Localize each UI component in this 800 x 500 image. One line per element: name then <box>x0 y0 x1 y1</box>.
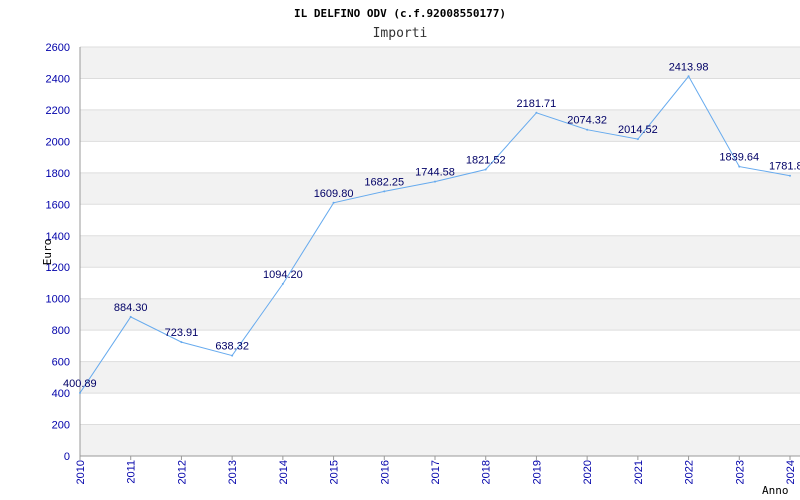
y-tick-label: 2400 <box>46 73 70 85</box>
data-label: 884.30 <box>114 302 148 314</box>
data-label: 1609.80 <box>314 188 354 200</box>
grid-band <box>80 109 800 142</box>
x-tick-label: 2015 <box>329 460 341 484</box>
data-point <box>636 138 639 141</box>
data-point <box>738 165 741 168</box>
x-axis-ticks: 2010 2011 2012 2013 2014 2015 2016 2017 2018 2019… <box>75 456 797 484</box>
data-label: 723.91 <box>165 327 199 339</box>
y-tick-label: 1400 <box>46 231 70 243</box>
data-label: 1682.25 <box>364 176 404 188</box>
data-label: 1781.8 <box>769 161 800 173</box>
chart-title: IL DELFINO ODV (c.f.92008550177) <box>294 7 506 20</box>
data-label: 1839.64 <box>719 152 759 164</box>
y-axis-label: Euro <box>41 239 54 266</box>
grid-bands <box>80 47 800 456</box>
x-axis-label: Anno <box>762 484 789 497</box>
y-tick-label: 1800 <box>46 168 70 180</box>
grid-lines <box>79 46 800 457</box>
series-layer <box>79 75 791 394</box>
y-tick-label: 2600 <box>46 42 70 54</box>
data-point <box>789 174 791 177</box>
y-tick-label: 1000 <box>46 294 70 306</box>
data-labels: 400.89 884.30 723.91 638.32 1094.20 1609.80 16… <box>63 61 800 390</box>
data-point <box>231 354 234 357</box>
data-point <box>383 190 386 193</box>
x-tick-label: 2024 <box>785 460 797 484</box>
x-tick-label: 2011 <box>126 460 138 484</box>
y-tick-label: 200 <box>52 420 70 432</box>
grid-band <box>80 235 800 268</box>
x-tick-label: 2013 <box>227 460 239 484</box>
x-tick-label: 2021 <box>633 460 645 484</box>
data-point <box>129 315 132 318</box>
data-label: 638.32 <box>215 341 249 353</box>
y-tick-label: 600 <box>52 357 70 369</box>
data-point <box>180 341 183 344</box>
y-axis-ticks: 0 200 400 600 800 1000 1200 1400 1600 1800 2000 220… <box>46 42 70 463</box>
x-tick-label: 2016 <box>379 460 391 484</box>
x-tick-label: 2010 <box>75 460 87 484</box>
chart-subtitle: Importi <box>373 26 428 41</box>
data-label: 1821.52 <box>466 154 506 166</box>
data-label: 2413.98 <box>669 61 709 73</box>
x-tick-label: 2018 <box>481 460 493 484</box>
data-label: 2014.52 <box>618 124 658 136</box>
x-tick-label: 2023 <box>734 460 746 484</box>
grid-band <box>80 298 800 331</box>
grid-band <box>80 47 800 79</box>
data-point <box>434 180 436 183</box>
data-label: 1744.58 <box>415 167 455 179</box>
data-point <box>535 111 538 114</box>
y-tick-label: 2000 <box>46 136 70 148</box>
data-point <box>281 282 284 285</box>
data-label: 2181.71 <box>517 98 557 110</box>
x-tick-label: 2017 <box>430 460 442 484</box>
data-label: 400.89 <box>63 378 97 390</box>
y-tick-label: 2200 <box>46 105 70 117</box>
data-label: 2074.32 <box>567 115 607 127</box>
x-tick-label: 2020 <box>582 460 594 484</box>
y-tick-label: 1200 <box>46 262 70 274</box>
grid-band <box>80 361 800 394</box>
x-tick-label: 2014 <box>278 460 290 484</box>
data-point <box>79 391 81 394</box>
y-tick-label: 400 <box>52 388 70 400</box>
x-tick-label: 2022 <box>684 460 696 484</box>
data-point <box>586 128 589 131</box>
data-point <box>332 201 335 204</box>
grid-band <box>80 172 800 205</box>
x-tick-label: 2012 <box>176 460 188 484</box>
grid-band <box>80 424 800 456</box>
data-point <box>484 168 487 171</box>
data-point <box>687 75 690 78</box>
y-tick-label: 1600 <box>46 199 70 211</box>
y-tick-label: 800 <box>52 325 70 337</box>
data-label: 1094.20 <box>263 269 303 281</box>
x-tick-label: 2019 <box>531 460 543 484</box>
y-tick-label: 0 <box>64 451 70 463</box>
